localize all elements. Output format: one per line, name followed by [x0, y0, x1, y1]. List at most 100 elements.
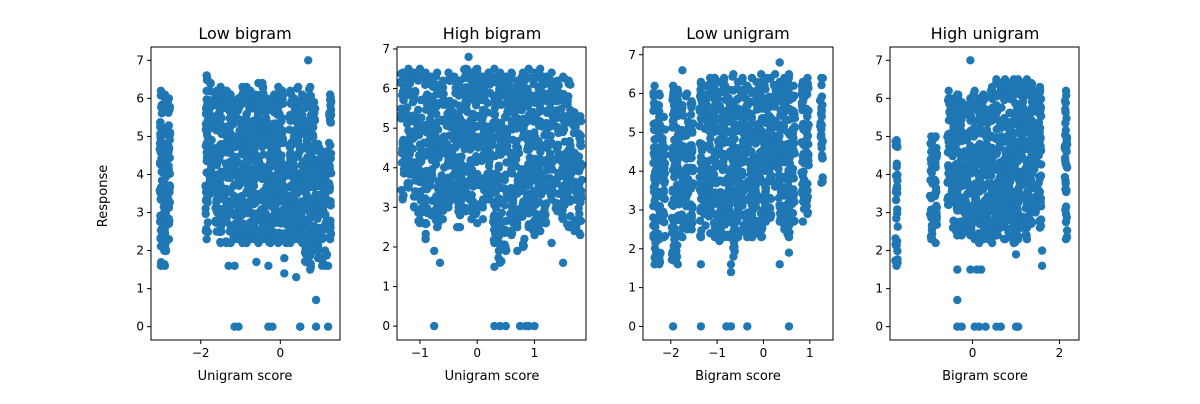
scatter-point	[324, 262, 332, 270]
scatter-point	[1027, 220, 1035, 228]
scatter-point	[655, 101, 663, 109]
scatter-point	[687, 122, 695, 130]
scatter-point	[771, 70, 779, 78]
scatter-point	[893, 182, 901, 190]
scatter-point	[535, 108, 543, 116]
scatter-point	[501, 201, 509, 209]
scatter-points	[156, 56, 336, 331]
x-tick-label: −1	[411, 346, 429, 360]
scatter-point	[165, 94, 173, 102]
scatter-point	[166, 136, 174, 144]
scatter-point	[774, 165, 782, 173]
y-tick-label: 2	[628, 242, 636, 256]
scatter-point	[495, 162, 503, 170]
scatter-point	[660, 179, 668, 187]
scatter-point	[277, 151, 285, 159]
scatter-point	[931, 221, 939, 229]
scatter-point	[409, 145, 417, 153]
y-tick-label: 7	[382, 42, 390, 56]
scatter-point	[444, 203, 452, 211]
scatter-point	[426, 146, 434, 154]
scatter-point	[490, 263, 498, 271]
scatter-point	[931, 239, 939, 247]
scatter-point	[1023, 235, 1031, 243]
scatter-point	[659, 157, 667, 165]
scatter-point	[575, 217, 583, 225]
scatter-point	[165, 220, 173, 228]
scatter-point	[720, 74, 728, 82]
scatter-point	[310, 98, 318, 106]
scatter-point	[520, 235, 528, 243]
scatter-point	[650, 82, 658, 90]
scatter-point	[304, 56, 312, 64]
scatter-point	[687, 154, 695, 162]
y-tick-label: 0	[628, 319, 636, 333]
y-tick-label: 3	[628, 203, 636, 217]
scatter-point	[697, 260, 705, 268]
scatter-point	[575, 180, 583, 188]
scatter-point	[201, 204, 209, 212]
scatter-point	[230, 262, 238, 270]
scatter-point	[309, 133, 317, 141]
scatter-point	[789, 134, 797, 142]
scatter-point	[296, 323, 304, 331]
scatter-point	[687, 111, 695, 119]
scatter-point	[688, 204, 696, 212]
y-tick-label: 5	[628, 125, 636, 139]
scatter-point	[1027, 79, 1035, 87]
scatter-point	[278, 87, 286, 95]
subplot-title: High unigram	[931, 24, 1040, 43]
scatter-point	[203, 71, 211, 79]
y-tick-label: 3	[382, 200, 390, 214]
scatter-point	[577, 160, 585, 168]
scatter-point	[729, 252, 737, 260]
scatter-point	[655, 260, 663, 268]
scatter-point	[727, 322, 735, 330]
scatter-point	[575, 134, 583, 142]
y-tick-label: 0	[382, 319, 390, 333]
scatter-point	[547, 132, 555, 140]
scatter-point	[727, 268, 735, 276]
scatter-point	[997, 104, 1005, 112]
scatter-point	[294, 83, 302, 91]
scatter-point	[697, 322, 705, 330]
scatter-point	[536, 65, 544, 73]
scatter-point	[453, 223, 461, 231]
scatter-point	[421, 235, 429, 243]
scatter-point	[817, 179, 825, 187]
scatter-point	[785, 322, 793, 330]
scatter-point	[428, 170, 436, 178]
scatter-point	[971, 87, 979, 95]
scatter-point	[660, 113, 668, 121]
scatter-point	[785, 233, 793, 241]
scatter-point	[705, 141, 713, 149]
scatter-point	[326, 217, 334, 225]
scatter-point	[513, 247, 521, 255]
scatter-point	[756, 125, 764, 133]
scatter-point	[799, 217, 807, 225]
scatter-point	[577, 191, 585, 199]
scatter-point	[752, 186, 760, 194]
scatter-point	[489, 118, 497, 126]
scatter-point	[566, 141, 574, 149]
scatter-point	[278, 114, 286, 122]
scatter-point	[734, 233, 742, 241]
scatter-point	[547, 69, 555, 77]
x-tick-label: −1	[708, 346, 726, 360]
scatter-point	[417, 114, 425, 122]
x-tick-label: 1	[531, 346, 539, 360]
y-tick-label: 5	[136, 129, 144, 143]
y-tick-label: 3	[136, 206, 144, 220]
scatter-point	[688, 129, 696, 137]
x-tick-label: −2	[662, 346, 680, 360]
scatter-point	[157, 235, 165, 243]
scatter-point	[324, 323, 332, 331]
scatter-point	[479, 203, 487, 211]
scatter-point	[577, 142, 585, 150]
scatter-point	[738, 171, 746, 179]
scatter-point	[775, 132, 783, 140]
scatter-point	[678, 101, 686, 109]
scatter-point	[932, 184, 940, 192]
